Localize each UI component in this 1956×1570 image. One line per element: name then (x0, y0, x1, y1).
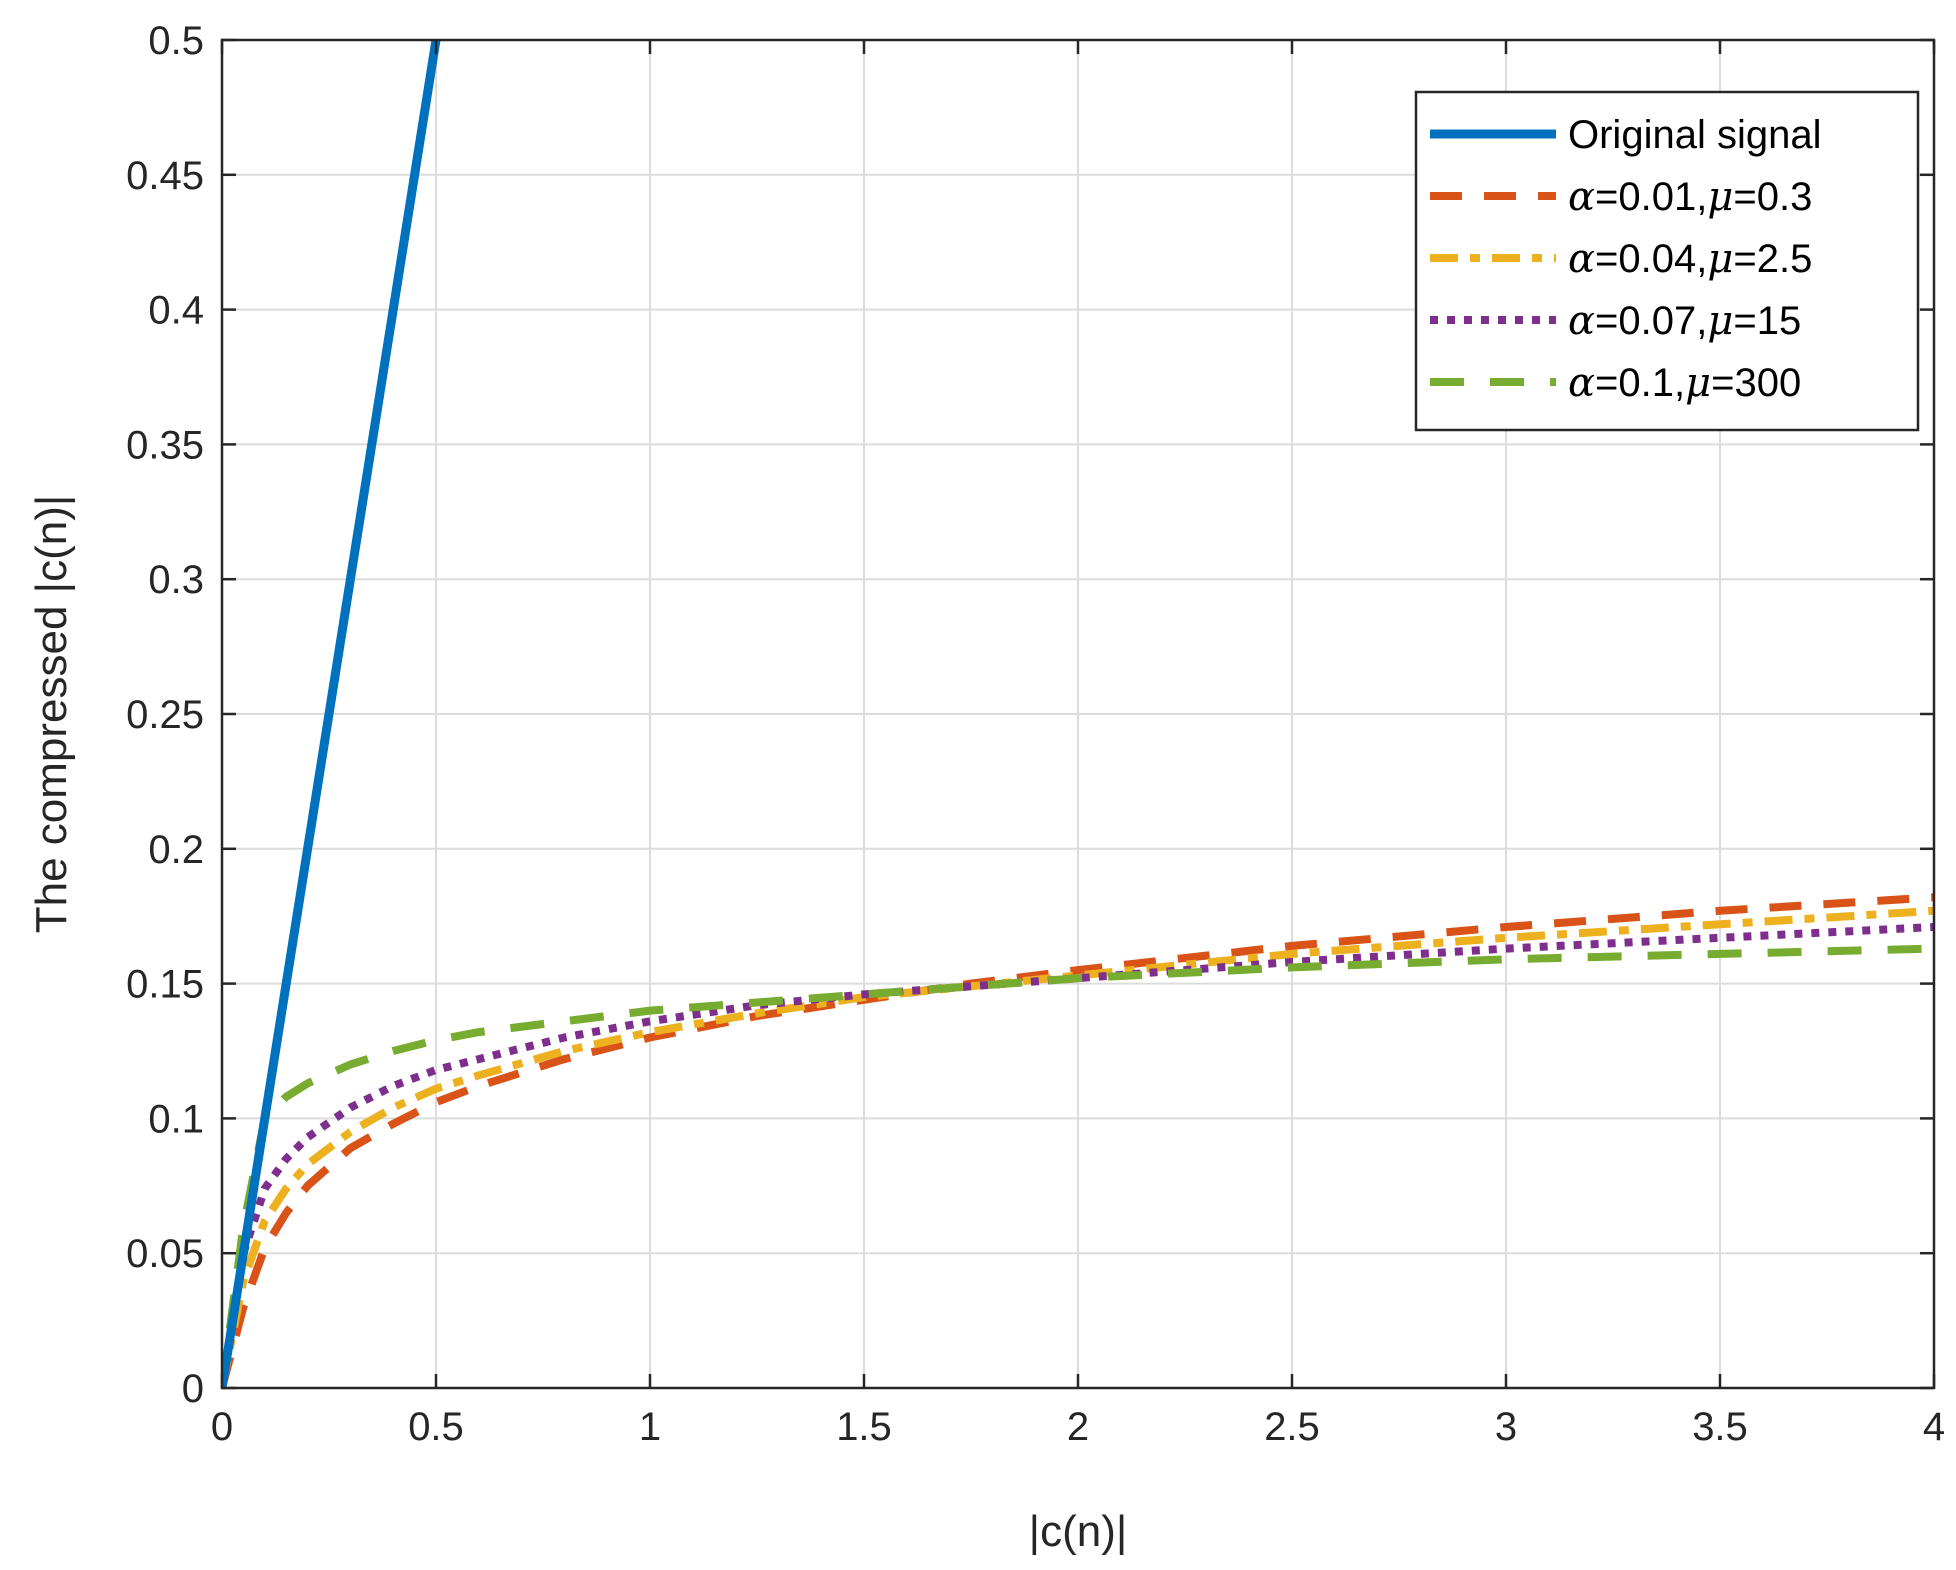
y-tick-label: 0.45 (126, 154, 204, 198)
legend-label-2: α=0.04,μ=2.5 (1568, 236, 1812, 282)
legend-label-text: =0.1, (1595, 361, 1685, 405)
series-line-3 (222, 923, 1934, 1388)
x-tick-label: 2.5 (1264, 1405, 1320, 1449)
legend-label-text: =300 (1711, 361, 1801, 405)
x-axis-ticks: 0 0.5 1 1.5 2 2.5 3 3.5 4 (211, 40, 1945, 1449)
y-tick-label: 0.4 (148, 289, 204, 333)
y-tick-label: 0.35 (126, 423, 204, 467)
legend-label-text: =15 (1733, 299, 1801, 343)
legend-greek-symbol: α (1568, 360, 1595, 406)
legend-greek-symbol: μ (1685, 360, 1711, 406)
series-line-0 (222, 40, 441, 1388)
y-tick-label: 0.5 (148, 19, 204, 63)
x-tick-label: 3.5 (1692, 1405, 1748, 1449)
legend-label-text: =0.01, (1595, 175, 1707, 219)
x-tick-label: 3 (1495, 1405, 1517, 1449)
x-axis-label: |c(n)| (1029, 1507, 1128, 1556)
legend: Original signalα=0.01,μ=0.3α=0.04,μ=2.5α… (1414, 90, 1920, 432)
y-tick-label: 0.3 (148, 558, 204, 602)
legend-label-text: =0.07, (1595, 299, 1707, 343)
legend-label-text: =2.5 (1733, 237, 1812, 281)
series-line-4 (222, 944, 1934, 1388)
y-axis-label: The compressed |c(n)| (27, 495, 76, 934)
x-tick-label: 0 (211, 1405, 233, 1449)
series-line-2 (222, 906, 1934, 1388)
legend-label-0: Original signal (1568, 113, 1821, 157)
x-tick-label: 1.5 (836, 1405, 892, 1449)
legend-greek-symbol: α (1568, 236, 1595, 282)
series-line-1 (222, 893, 1934, 1388)
legend-greek-symbol: α (1568, 174, 1595, 220)
legend-label-4: α=0.1,μ=300 (1568, 360, 1801, 406)
y-tick-label: 0.05 (126, 1232, 204, 1276)
x-tick-label: 4 (1923, 1405, 1945, 1449)
legend-label-3: α=0.07,μ=15 (1568, 298, 1801, 344)
y-axis-ticks: 0 0.05 0.1 0.15 0.2 0.25 0.3 0.35 0.4 0.45 0.5 (126, 19, 1934, 1411)
y-tick-label: 0.1 (148, 1097, 204, 1141)
y-tick-label: 0.15 (126, 963, 204, 1007)
x-tick-label: 0.5 (408, 1405, 464, 1449)
legend-greek-symbol: μ (1707, 298, 1733, 344)
y-tick-label: 0.2 (148, 828, 204, 872)
legend-label-text: =0.3 (1733, 175, 1812, 219)
legend-label-text: =0.04, (1595, 237, 1707, 281)
x-tick-label: 2 (1067, 1405, 1089, 1449)
y-tick-label: 0.25 (126, 693, 204, 737)
y-tick-label: 0 (182, 1367, 204, 1411)
legend-greek-symbol: α (1568, 298, 1595, 344)
legend-label-text: Original signal (1568, 113, 1821, 157)
grid-lines (221, 39, 1935, 1389)
legend-label-1: α=0.01,μ=0.3 (1568, 174, 1812, 220)
series-layer (222, 40, 1934, 1388)
legend-greek-symbol: μ (1707, 236, 1733, 282)
legend-greek-symbol: μ (1707, 174, 1733, 220)
x-tick-label: 1 (639, 1405, 661, 1449)
